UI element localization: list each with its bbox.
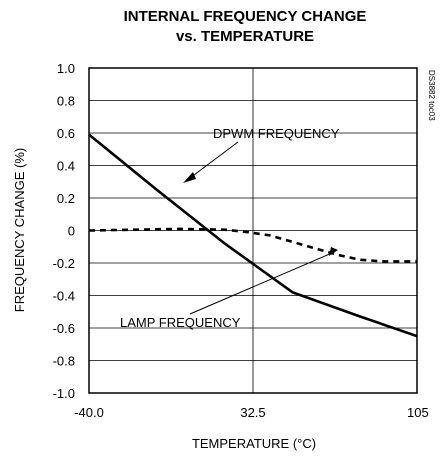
- y-tick-label: -0.6: [53, 321, 75, 336]
- watermark: DS3882 toc03: [427, 70, 436, 121]
- y-tick-label: 0.4: [57, 159, 75, 174]
- annotation-lamp-arrow: [189, 252, 333, 315]
- y-tick-label: 1.0: [57, 61, 75, 76]
- annotation-dpwm-arrowhead: [183, 172, 196, 183]
- chart-subtitle: vs. TEMPERATURE: [176, 28, 314, 45]
- x-axis-label: TEMPERATURE (°C): [192, 436, 316, 451]
- x-tick-labels: -40.0 32.5 105: [74, 405, 429, 420]
- annotation-lamp-frequency: LAMP FREQUENCY: [120, 315, 241, 330]
- y-tick-label: -0.8: [53, 354, 75, 369]
- chart-title: INTERNAL FREQUENCY CHANGE: [124, 8, 367, 25]
- y-tick-labels: 1.0 0.8 0.6 0.4 0.2 0 -0.2 -0.4 -0.6 -0.8 -1.0: [53, 61, 75, 401]
- x-tick-label: 32.5: [240, 405, 265, 420]
- series-line-lamp-frequency: [88, 227, 417, 263]
- y-tick-label: 0: [68, 224, 75, 239]
- y-tick-label: 0.2: [57, 191, 75, 206]
- y-tick-label: -0.4: [53, 289, 75, 304]
- annotation-dpwm-arrow: [189, 141, 239, 179]
- x-tick-label: 105: [407, 405, 429, 420]
- y-tick-label: 0.6: [57, 126, 75, 141]
- y-tick-label: 0.8: [57, 94, 75, 109]
- y-tick-label: -1.0: [53, 386, 75, 401]
- x-tick-label: -40.0: [74, 405, 104, 420]
- y-axis-label: FREQUENCY CHANGE (%): [12, 148, 27, 312]
- series-group: [88, 133, 418, 338]
- annotation-lamp-arrowhead: [329, 247, 338, 256]
- series-line-dpwm-frequency: [88, 133, 418, 338]
- y-tick-label: -0.2: [53, 256, 75, 271]
- annotation-dpwm-frequency: DPWM FREQUENCY: [213, 126, 340, 141]
